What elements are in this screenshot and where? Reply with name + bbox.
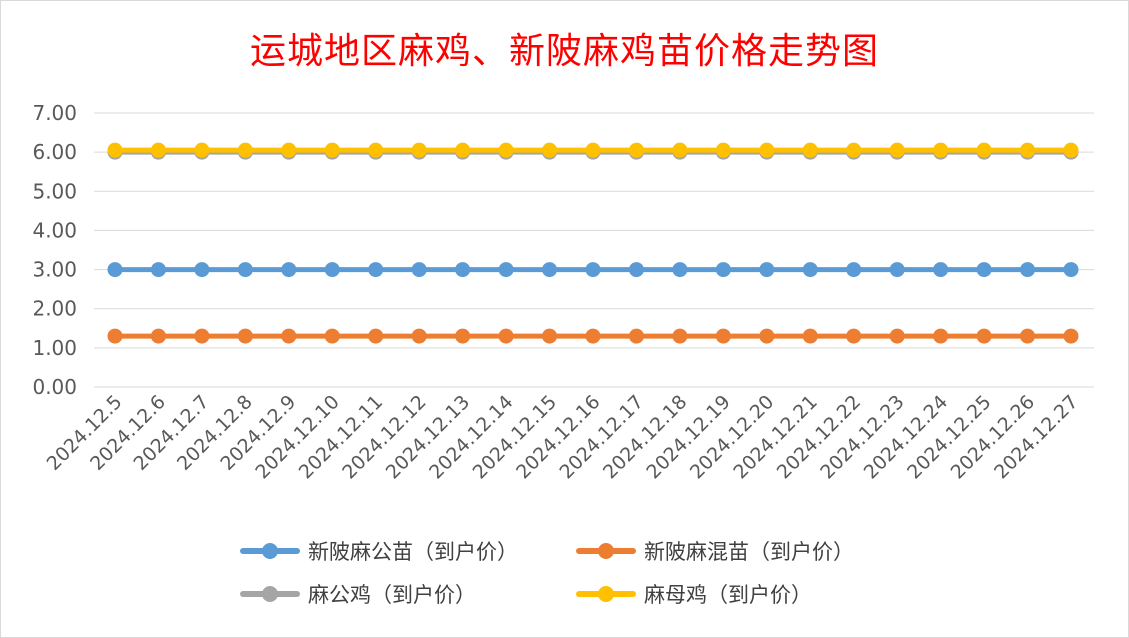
series-1-point-6	[368, 328, 384, 344]
series-3-point-13	[672, 142, 688, 158]
series-1-point-21	[1020, 328, 1036, 344]
series-3-point-7	[411, 142, 427, 158]
legend-swatch-0	[240, 536, 300, 566]
series-1-point-5	[324, 328, 340, 344]
legend-label-3: 麻母鸡（到户价）	[644, 583, 812, 607]
series-1-point-20	[976, 328, 992, 344]
series-3-point-20	[976, 142, 992, 158]
legend-item-series-1: 新陂麻混苗（到户价）	[576, 536, 854, 566]
series-1-point-15	[759, 328, 775, 344]
series-3-point-12	[628, 142, 644, 158]
y-tick-label-3: 3.00	[32, 258, 77, 282]
series-3-point-15	[759, 142, 775, 158]
legend-item-series-3: 麻母鸡（到户价）	[576, 579, 812, 609]
series-3-point-14	[715, 142, 731, 158]
series-3-point-11	[585, 142, 601, 158]
series-0-point-13	[672, 262, 688, 278]
series-0-point-17	[846, 262, 862, 278]
series-3-point-1	[150, 142, 166, 158]
series-0-point-1	[150, 262, 166, 278]
legend-label-1: 新陂麻混苗（到户价）	[644, 540, 854, 564]
series-1-point-18	[889, 328, 905, 344]
series-0-point-0	[107, 262, 123, 278]
legend-item-series-2: 麻公鸡（到户价）	[240, 579, 476, 609]
series-0-point-2	[194, 262, 210, 278]
legend-item-series-0: 新陂麻公苗（到户价）	[240, 536, 518, 566]
series-0-point-11	[585, 262, 601, 278]
series-3-point-0	[107, 142, 123, 158]
series-1-point-9	[498, 328, 514, 344]
series-3-point-19	[933, 142, 949, 158]
series-3-point-9	[498, 142, 514, 158]
legend-swatch-2	[240, 579, 300, 609]
chart-title: 运城地区麻鸡、新陂麻鸡苗价格走势图	[249, 31, 879, 72]
series-1-point-3	[237, 328, 253, 344]
series-1-point-17	[846, 328, 862, 344]
series-3-point-21	[1020, 142, 1036, 158]
series-1-point-22	[1063, 328, 1079, 344]
series-3-point-10	[542, 142, 558, 158]
series-0-point-5	[324, 262, 340, 278]
series-0-point-12	[628, 262, 644, 278]
series-0-point-14	[715, 262, 731, 278]
series-1-point-7	[411, 328, 427, 344]
legend-swatch-1	[576, 536, 636, 566]
series-3-point-5	[324, 142, 340, 158]
series-1-point-2	[194, 328, 210, 344]
series-3-point-8	[455, 142, 471, 158]
series-0-point-18	[889, 262, 905, 278]
series-0-point-6	[368, 262, 384, 278]
series-0-point-7	[411, 262, 427, 278]
y-tick-label-7: 7.00	[32, 101, 77, 125]
y-tick-label-5: 5.00	[32, 179, 77, 203]
series-0-point-9	[498, 262, 514, 278]
series-0-point-8	[455, 262, 471, 278]
series-1-point-0	[107, 328, 123, 344]
series-1-point-13	[672, 328, 688, 344]
series-0-point-19	[933, 262, 949, 278]
series-1-point-19	[933, 328, 949, 344]
series-0-point-22	[1063, 262, 1079, 278]
series-1-point-12	[628, 328, 644, 344]
series-0-point-4	[281, 262, 297, 278]
series-3-point-17	[846, 142, 862, 158]
y-tick-label-6: 6.00	[32, 140, 77, 164]
y-tick-label-0: 0.00	[32, 375, 77, 399]
series-1-point-16	[802, 328, 818, 344]
y-tick-label-2: 2.00	[32, 297, 77, 321]
series-0-point-16	[802, 262, 818, 278]
series-3-point-4	[281, 142, 297, 158]
series-3-point-18	[889, 142, 905, 158]
series-1-point-1	[150, 328, 166, 344]
series-0-point-3	[237, 262, 253, 278]
series-0-point-15	[759, 262, 775, 278]
legend-label-2: 麻公鸡（到户价）	[308, 583, 476, 607]
y-tick-label-4: 4.00	[32, 218, 77, 242]
series-3-point-22	[1063, 142, 1079, 158]
y-tick-label-1: 1.00	[32, 336, 77, 360]
series-3-point-16	[802, 142, 818, 158]
series-1-point-10	[542, 328, 558, 344]
series-1-point-11	[585, 328, 601, 344]
series-3-point-6	[368, 142, 384, 158]
series-0-point-21	[1020, 262, 1036, 278]
legend-label-0: 新陂麻公苗（到户价）	[308, 540, 518, 564]
series-3-point-3	[237, 142, 253, 158]
series-0-point-10	[542, 262, 558, 278]
series-3-point-2	[194, 142, 210, 158]
series-0-point-20	[976, 262, 992, 278]
series-1-point-4	[281, 328, 297, 344]
series-1-point-8	[455, 328, 471, 344]
legend-swatch-3	[576, 579, 636, 609]
series-1-point-14	[715, 328, 731, 344]
